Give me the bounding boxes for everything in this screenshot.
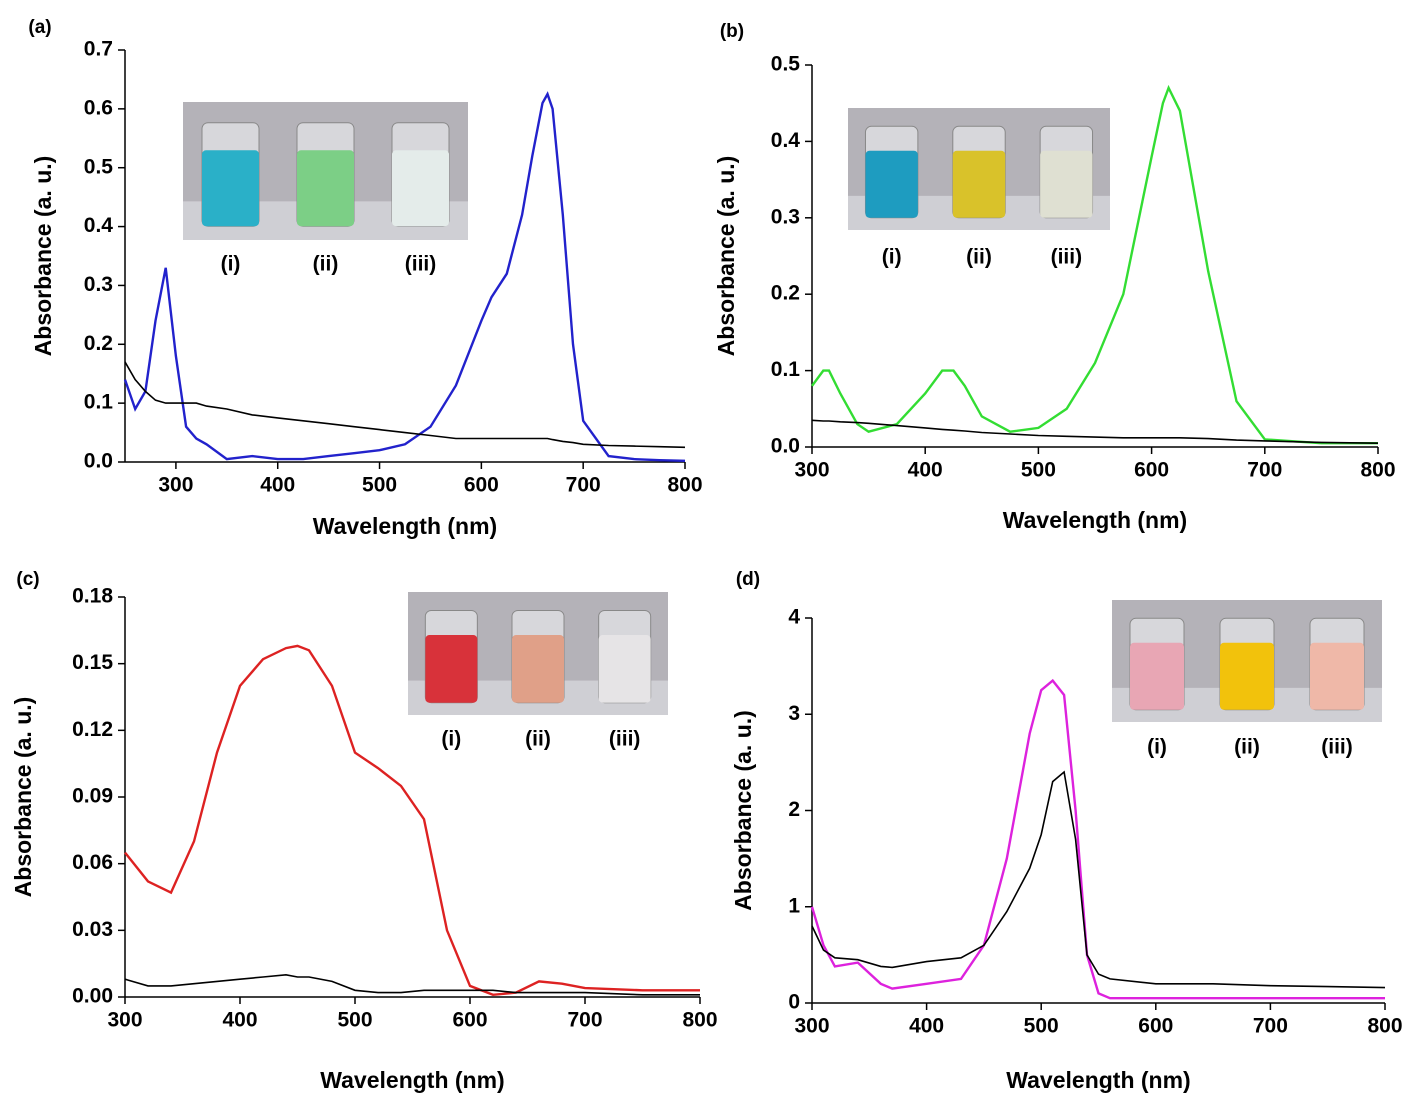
x-tick-label: 300: [158, 474, 193, 497]
y-axis-label: Absorbance (a. u.): [713, 156, 739, 357]
y-tick-label: 4: [788, 606, 800, 629]
x-tick-label: 700: [1247, 459, 1282, 482]
inset-label: (ii): [966, 246, 992, 269]
y-tick-label: 0.0: [771, 435, 800, 458]
vial-solution: [865, 150, 918, 218]
x-tick-label: 800: [682, 1009, 717, 1032]
x-tick-label: 300: [794, 1015, 829, 1038]
x-tick-label: 400: [260, 474, 295, 497]
x-tick-label: 400: [222, 1009, 257, 1032]
panel: (c) Wavelength (nm) Absorbance (a. u.) 300 4…: [10, 569, 717, 1093]
y-tick-label: 0.18: [72, 585, 113, 608]
y-tick-label: 0.1: [771, 358, 801, 381]
x-tick-label: 300: [794, 459, 829, 482]
panel: (a) Wavelength (nm) Absorbance (a. u.) 300 4…: [28, 17, 702, 539]
inset-label: (i): [221, 253, 241, 276]
y-tick-label: 0.15: [72, 651, 113, 674]
spectrum-line: [811, 419, 1379, 444]
x-tick-label: 500: [1021, 459, 1056, 482]
x-tick-label: 500: [337, 1009, 372, 1032]
y-tick-label: 0: [788, 991, 800, 1014]
spectrum-line: [124, 361, 686, 449]
x-tick-label: 800: [667, 474, 702, 497]
vial-solution: [202, 150, 259, 227]
x-tick-label: 600: [1138, 1015, 1173, 1038]
x-tick-label: 600: [452, 1009, 487, 1032]
spectrum-line: [124, 973, 700, 996]
panel-label: (a): [28, 17, 51, 38]
inset-label: (iii): [609, 728, 641, 751]
vial-solution: [598, 635, 651, 703]
y-tick-label: 0.7: [84, 38, 113, 61]
inset-label: (i): [1147, 736, 1167, 759]
y-axis-label: Absorbance (a. u.): [30, 156, 56, 357]
vial-solution: [297, 150, 354, 227]
y-tick-label: 0.0: [84, 450, 113, 473]
spectrum-line: [124, 644, 700, 997]
y-tick-label: 0.2: [84, 332, 113, 355]
y-tick-label: 0.09: [72, 785, 113, 808]
inset-label: (ii): [525, 728, 551, 751]
x-tick-label: 800: [1360, 459, 1395, 482]
inset-label: (i): [441, 728, 461, 751]
x-tick-label: 700: [567, 1009, 602, 1032]
spectrum-line: [123, 91, 686, 462]
x-tick-label: 400: [909, 1015, 944, 1038]
panel-label: (c): [16, 569, 39, 590]
y-tick-label: 2: [788, 798, 800, 821]
y-axis-label: Absorbance (a. u.): [730, 710, 756, 911]
x-tick-label: 800: [1367, 1015, 1402, 1038]
inset-label: (ii): [1234, 736, 1260, 759]
y-tick-label: 3: [788, 702, 800, 725]
x-axis-label: Wavelength (nm): [320, 1067, 504, 1093]
y-tick-label: 0.3: [84, 273, 113, 296]
panel-label: (b): [720, 21, 744, 42]
x-axis-label: Wavelength (nm): [313, 513, 497, 539]
panel-label: (d): [736, 569, 760, 590]
y-tick-label: 0.6: [84, 96, 113, 119]
inset-label: (i): [882, 246, 902, 269]
x-tick-label: 700: [1253, 1015, 1288, 1038]
x-tick-label: 500: [1024, 1015, 1059, 1038]
y-tick-label: 0.2: [771, 282, 800, 305]
y-tick-label: 0.5: [771, 53, 801, 76]
y-tick-label: 0.06: [72, 851, 113, 874]
y-tick-label: 0.1: [84, 391, 114, 414]
y-tick-label: 1: [788, 894, 800, 917]
inset-label: (iii): [1051, 246, 1083, 269]
inset-label: (iii): [405, 253, 437, 276]
x-tick-label: 400: [908, 459, 943, 482]
vial-solution: [392, 150, 449, 227]
y-tick-label: 0.00: [72, 985, 113, 1008]
y-tick-label: 0.3: [771, 205, 800, 228]
vial-solution: [1130, 642, 1184, 710]
spectrum-line: [811, 770, 1386, 989]
panel: (b) Wavelength (nm) Absorbance (a. u.) 300 4…: [713, 21, 1395, 533]
x-axis-label: Wavelength (nm): [1006, 1067, 1190, 1093]
y-tick-label: 0.4: [84, 214, 114, 237]
x-tick-label: 500: [362, 474, 397, 497]
x-tick-label: 600: [1134, 459, 1169, 482]
y-tick-label: 0.03: [72, 918, 113, 941]
vial-solution: [1310, 642, 1364, 710]
x-axis-label: Wavelength (nm): [1003, 507, 1187, 533]
y-tick-label: 0.12: [72, 718, 113, 741]
y-axis-label: Absorbance (a. u.): [10, 697, 36, 898]
spectrum-line: [810, 678, 1385, 1000]
vial-solution: [425, 635, 478, 703]
spectrum-line: [811, 84, 1378, 445]
panel: (d) Wavelength (nm) Absorbance (a. u.) 300 4…: [730, 569, 1402, 1093]
inset-label: (ii): [313, 253, 339, 276]
vial-solution: [952, 150, 1006, 218]
inset-label: (iii): [1321, 736, 1353, 759]
x-tick-label: 300: [107, 1009, 142, 1032]
y-tick-label: 0.4: [771, 129, 801, 152]
x-tick-label: 600: [464, 474, 499, 497]
vial-solution: [1220, 642, 1274, 710]
vial-solution: [512, 635, 564, 703]
y-tick-label: 0.5: [84, 155, 114, 178]
vial-solution: [1040, 150, 1093, 218]
x-tick-label: 700: [566, 474, 601, 497]
